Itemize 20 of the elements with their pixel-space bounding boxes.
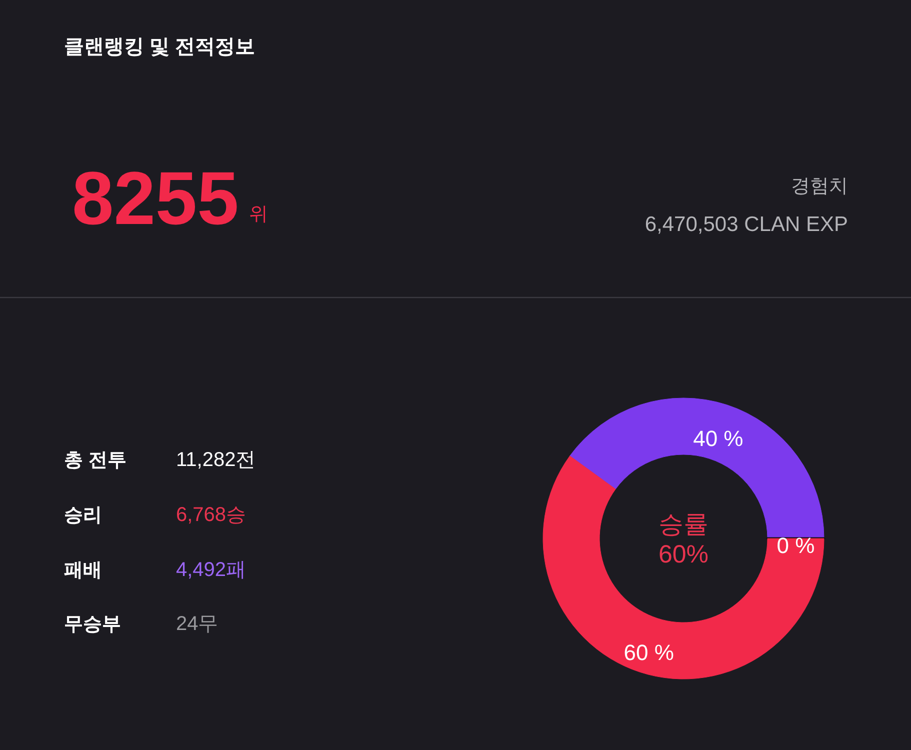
text: 4,492패 [176, 559, 246, 581]
text: 무승부 [64, 614, 121, 635]
text: 60% [658, 540, 709, 568]
text: 6,470,503 CLAN EXP [644, 213, 848, 236]
text: 승리 [64, 505, 102, 526]
donut-slice [570, 398, 824, 539]
data-label: 60 % [624, 640, 674, 665]
text: 6,768승 [176, 504, 246, 526]
text: 클랜랭킹 및 전적정보 [64, 36, 256, 58]
text: 승률 [658, 510, 708, 538]
data-label: 40 % [693, 426, 744, 452]
text: 11,282전 [176, 449, 256, 471]
text: 총 전투 [64, 450, 126, 471]
text: 경험치 [791, 176, 848, 197]
text: 패배 [64, 560, 102, 581]
text: 8255 [72, 156, 239, 240]
text: 0 % [776, 533, 815, 558]
donut-slice [542, 456, 824, 680]
text: 24무 [176, 613, 218, 635]
text: 위 [248, 204, 268, 225]
